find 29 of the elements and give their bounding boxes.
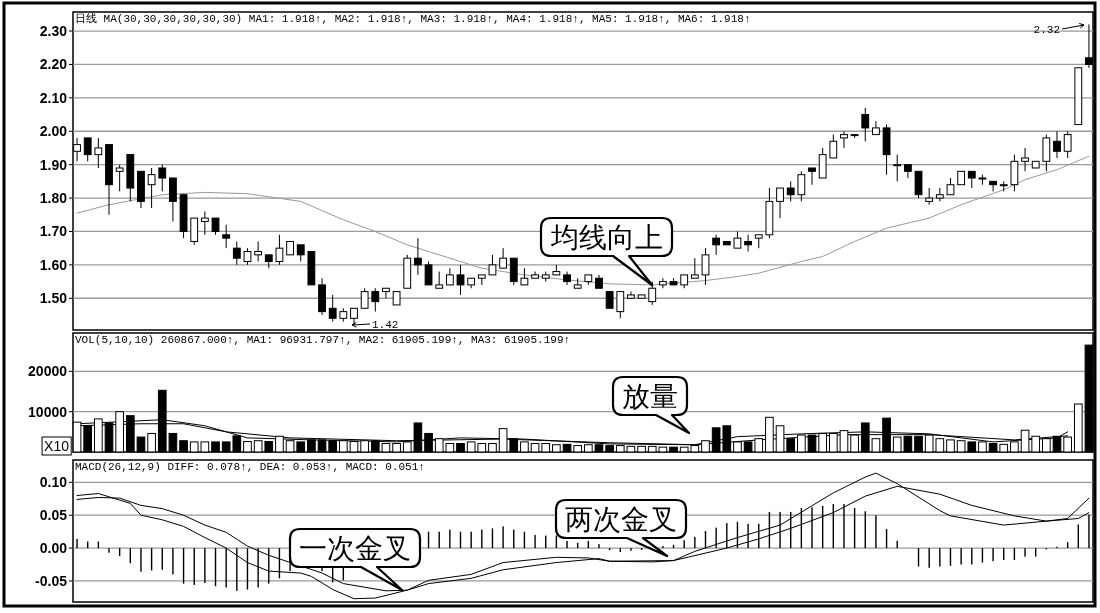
callout: 放量 <box>611 375 691 435</box>
chart-title: 日线 MA(30,30,30,30,30,30) MA1: 1.918↑, MA2: 1.918↑, MA3: 1.918↑, MA4: 1.918↑, MA5: 1.918↑, MA6: 1.918↑ <box>75 12 751 25</box>
annotation: 1.42 <box>372 319 399 331</box>
y-tick-label: 2.30 <box>39 23 68 40</box>
chart-title: MACD(26,12,9) DIFF: 0.078↑, DEA: 0.053↑, MACD: 0.051↑ <box>75 461 425 473</box>
y-tick-label: 0.10 <box>39 474 68 491</box>
y-tick-label: 1.80 <box>39 190 68 207</box>
y-tick-label: 2.20 <box>39 56 68 73</box>
y-tick-label: 20000 <box>28 363 68 380</box>
annotation: 均线向上 <box>550 221 663 254</box>
y-tick-label: 2.00 <box>39 123 68 140</box>
y-tick-label: 0.05 <box>39 507 68 524</box>
y-tick-label: 1.90 <box>39 156 68 173</box>
y-tick-label: -0.05 <box>35 572 68 589</box>
callout: 两次金叉 <box>554 498 688 558</box>
y-tick-label: 0.00 <box>39 540 68 557</box>
y-tick-label: 1.50 <box>39 290 68 307</box>
annotation: 一次金叉 <box>299 532 411 565</box>
annotation: 放量 <box>622 380 678 413</box>
y-tick-label: 10000 <box>28 403 68 420</box>
callout: 均线向上 <box>539 216 674 287</box>
y-tick-label: 1.70 <box>39 223 68 240</box>
y-tick-label: 1.60 <box>39 256 68 273</box>
y-axis-title: X10 <box>44 438 70 454</box>
callout: 一次金叉 <box>288 527 422 592</box>
annotation: 两次金叉 <box>565 503 677 536</box>
chart-title: VOL(5,10,10) 260867.000↑, MA1: 96931.797↑, MA2: 61905.199↑, MA3: 61905.199↑ <box>75 334 571 346</box>
y-tick-label: 2.10 <box>39 89 68 106</box>
annotation: 2.32 <box>1033 24 1060 36</box>
